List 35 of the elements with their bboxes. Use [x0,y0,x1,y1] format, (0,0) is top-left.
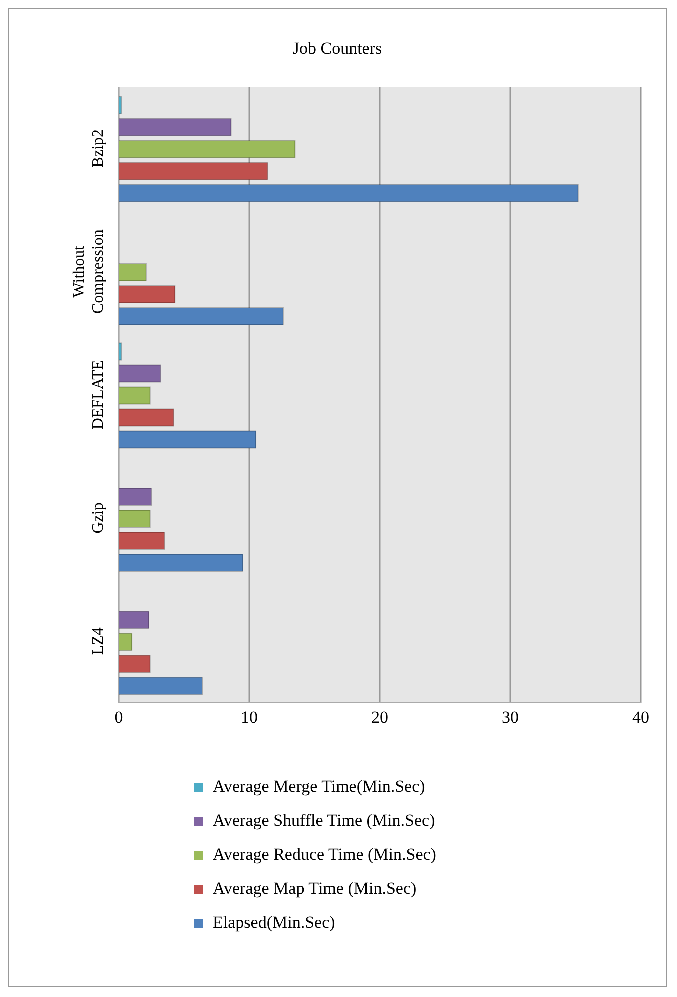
legend-label: Average Reduce Time (Min.Sec) [213,845,436,865]
bar [119,184,579,202]
bar [119,532,166,550]
y-tick-label: Gzip [90,502,107,534]
x-tick-label: 30 [502,708,519,728]
bar [119,408,174,427]
bar [119,386,151,405]
legend-label: Average Map Time (Min.Sec) [213,879,417,899]
bar [119,140,296,158]
y-tick-label: LZ4 [90,628,107,656]
x-tick-label: 40 [632,708,650,728]
x-tick-label: 0 [114,708,124,728]
bar [119,677,204,696]
y-tick-label: Bzip2 [90,129,107,168]
bar [119,162,268,180]
bar [119,264,147,282]
legend-label: Elapsed(Min.Sec) [213,913,336,933]
chart-title: Job Counters [292,39,384,60]
bar [119,633,133,652]
legend-label: Average Shuffle Time (Min.Sec) [213,811,436,831]
bar [119,510,151,528]
y-tick-label: DEFLATE [90,360,107,430]
bar [119,430,257,449]
legend-label: Average Merge Time(Min.Sec) [213,777,426,797]
bar [119,364,162,383]
bar [119,611,150,630]
bar [119,308,284,326]
bar [119,286,176,304]
x-tick-label: 10 [241,708,258,728]
bar [119,118,232,136]
x-tick-label: 20 [372,708,388,728]
y-tick-label: Without Compression [71,230,107,314]
bar [119,488,152,506]
bar [119,655,151,674]
bar [119,554,244,572]
